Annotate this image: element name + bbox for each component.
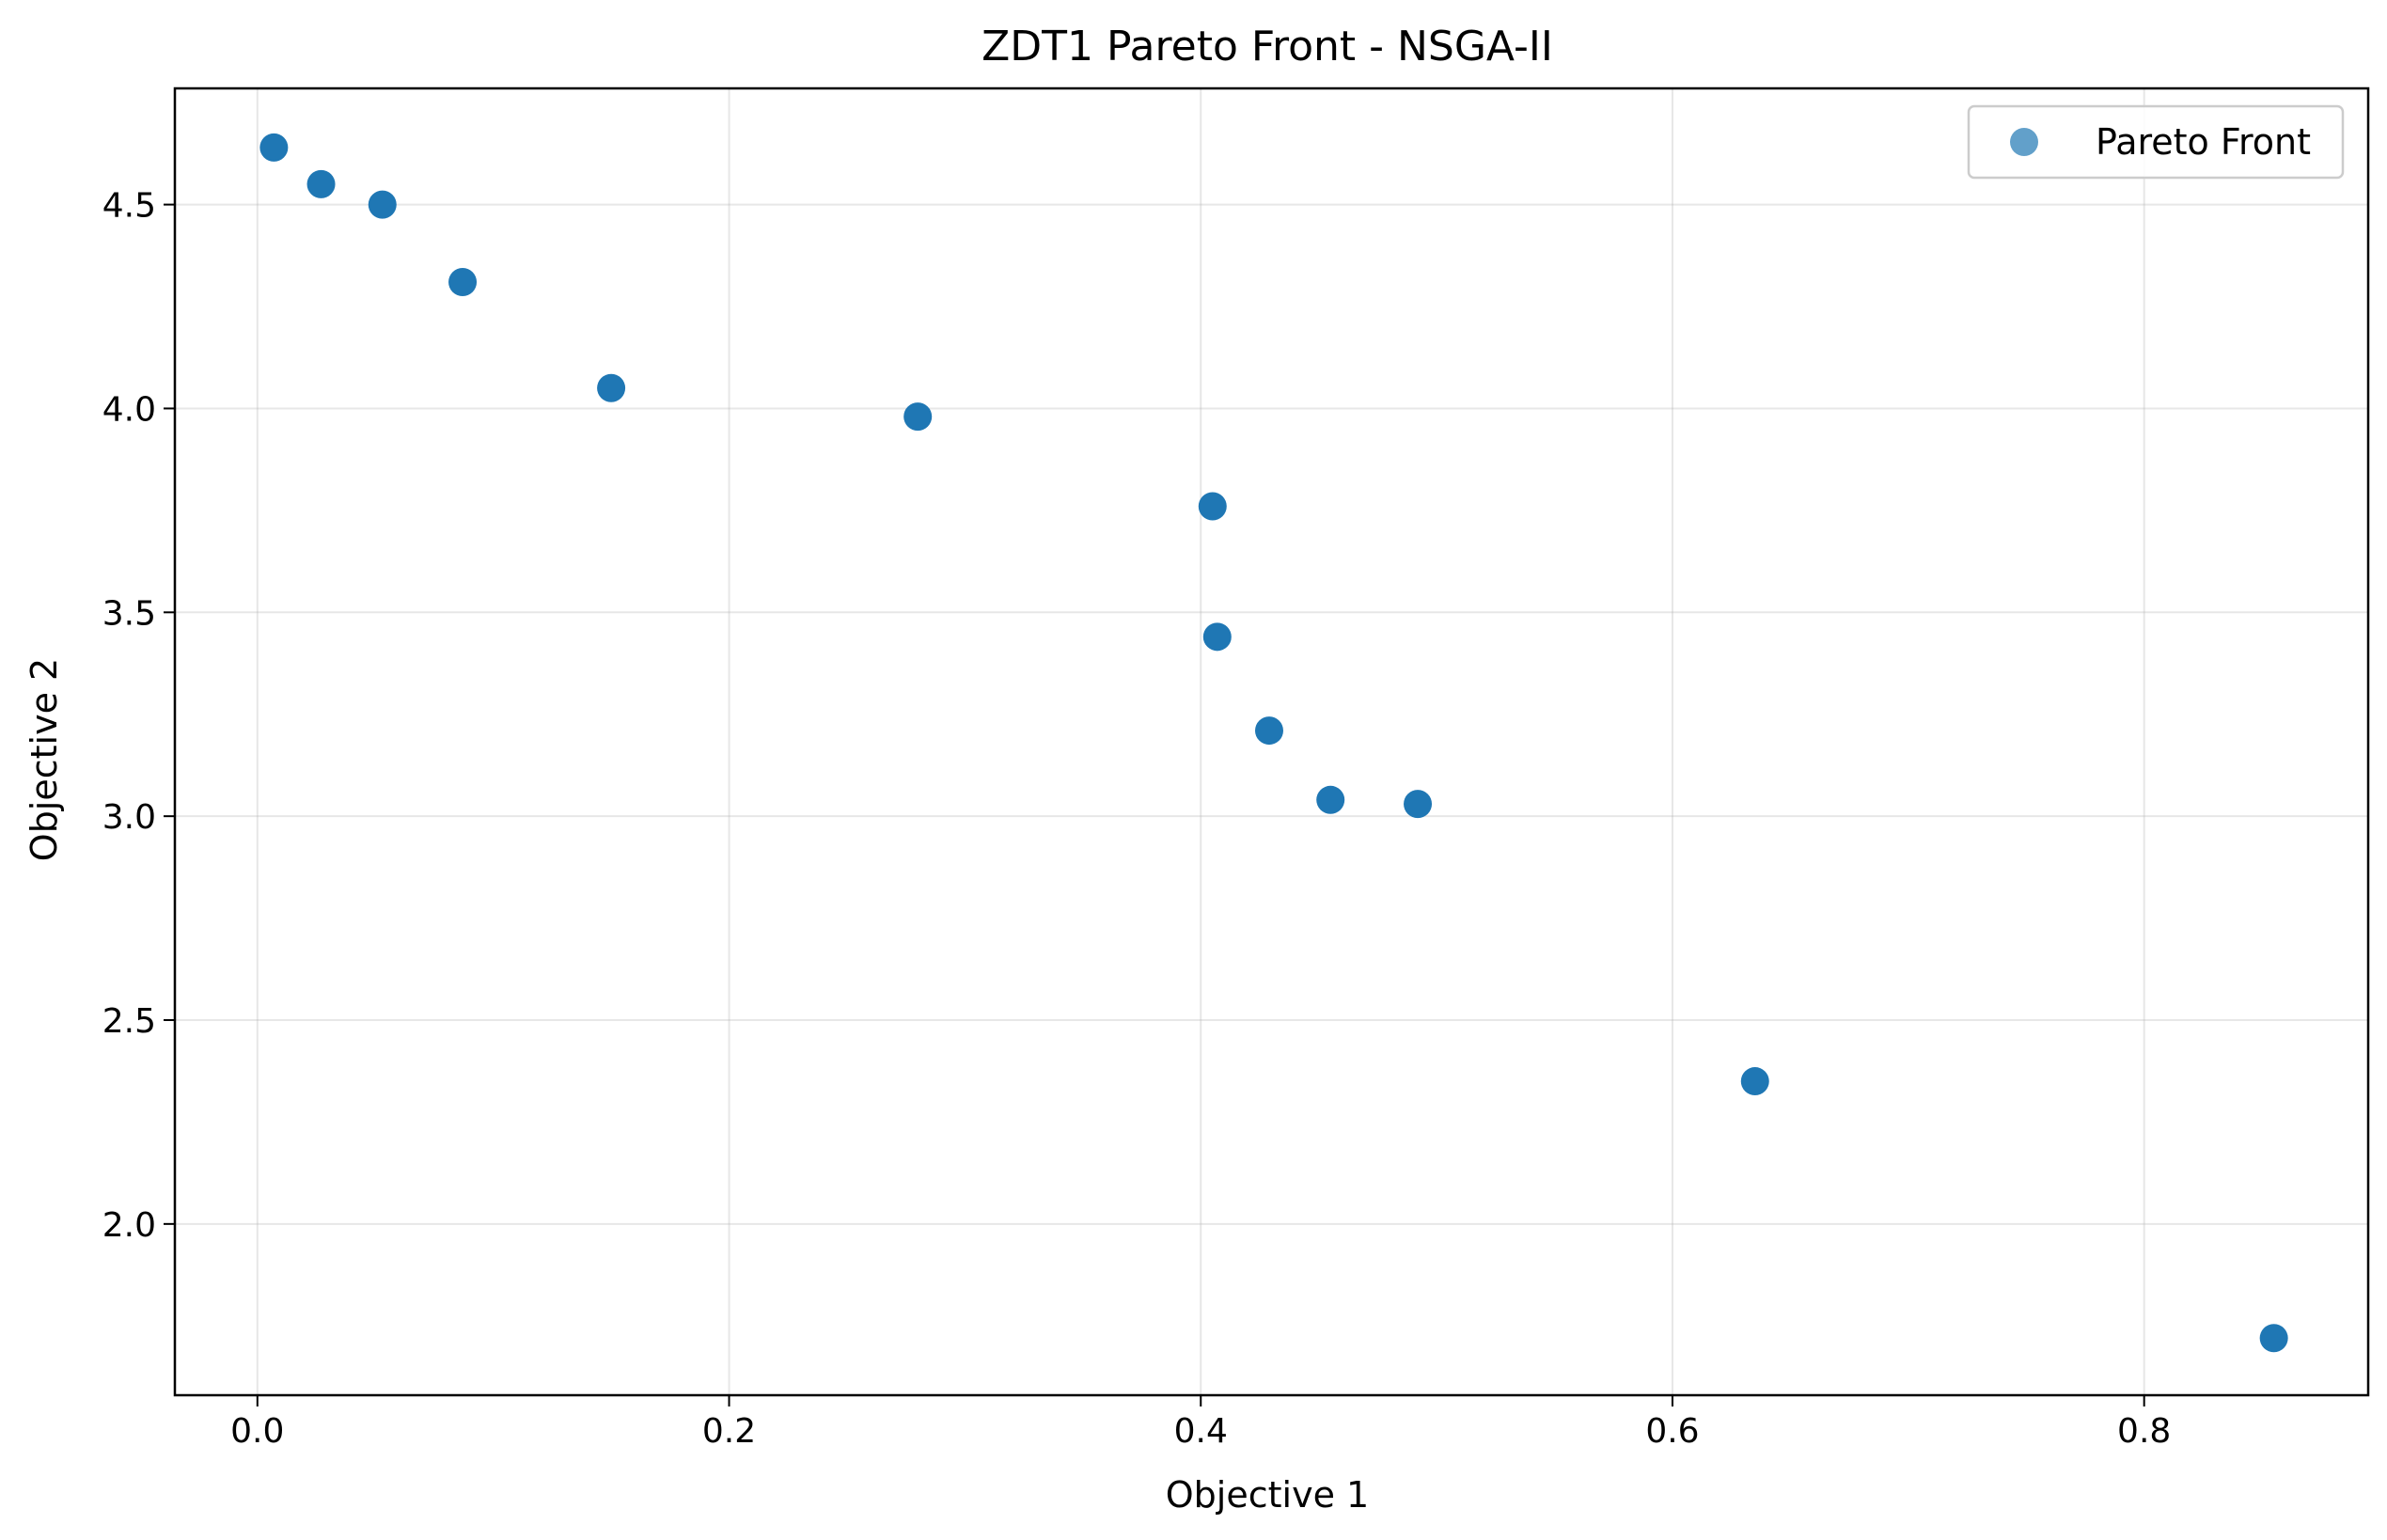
data-point [903,402,933,432]
chart-title: ZDT1 Pareto Front - NSGA-II [981,23,1553,71]
x-axis-ticks: 0.0 0.2 0.4 0.6 0.8 [230,1395,2171,1451]
data-point [1740,1067,1769,1096]
y-tick-label: 2.5 [102,1002,156,1041]
data-point [1316,785,1345,814]
data-point [368,190,397,219]
y-tick-label: 2.0 [102,1206,156,1245]
data-point [1198,492,1227,521]
y-axis-ticks: 2.0 2.5 3.0 3.5 4.0 4.5 [102,187,175,1245]
legend-label: Pareto Front [2096,121,2311,163]
data-point [1254,716,1283,746]
legend-box [1967,104,2345,180]
data-points [259,133,2288,1353]
x-axis-label: Objective 1 [1166,1474,1369,1516]
grid [175,88,2368,1395]
x-tick-label: 0.4 [1174,1412,1228,1451]
data-point [1404,790,1433,819]
data-point [597,373,626,402]
x-tick-label: 0.8 [2117,1412,2171,1451]
y-axis-label: Objective 2 [24,658,65,861]
plot-frame [173,86,2370,1397]
y-tick-label: 3.5 [102,594,156,633]
legend: Pareto Front [1967,104,2345,180]
data-point [259,133,289,162]
x-tick-label: 0.6 [1645,1412,1699,1451]
x-tick-label: 0.2 [702,1412,756,1451]
data-point [2259,1324,2288,1353]
y-tick-label: 4.0 [102,390,156,429]
y-tick-label: 4.5 [102,187,156,226]
x-tick-label: 0.0 [230,1412,284,1451]
data-point [1202,622,1232,652]
data-point [448,268,478,297]
y-tick-label: 3.0 [102,798,156,837]
data-point [306,169,336,198]
legend-marker [2010,128,2038,156]
